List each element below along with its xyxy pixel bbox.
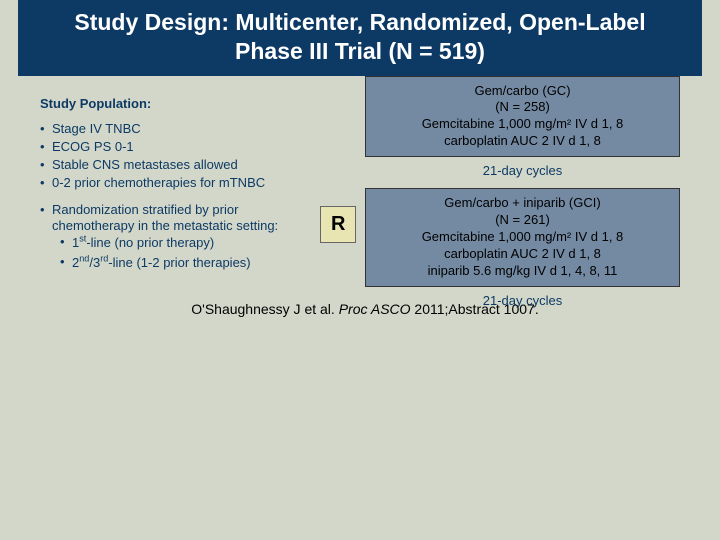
list-item: 1st-line (no prior therapy) (60, 234, 320, 252)
list-item: 2nd/3rd-line (1-2 prior therapies) (60, 254, 320, 272)
arm1-n: (N = 258) (370, 99, 675, 116)
list-item: 0-2 prior chemotherapies for mTNBC (40, 175, 320, 191)
arms-column: Gem/carbo (GC) (N = 258) Gemcitabine 1,0… (365, 76, 680, 318)
population-list: Stage IV TNBC ECOG PS 0-1 Stable CNS met… (40, 121, 320, 192)
strat-intro: Randomization stratified by prior chemot… (52, 202, 278, 233)
arm2-title: Gem/carbo + iniparib (GCI) (370, 195, 675, 212)
list-item: Randomization stratified by prior chemot… (40, 202, 320, 272)
list-item: Stable CNS metastases allowed (40, 157, 320, 173)
arm2-n: (N = 261) (370, 212, 675, 229)
content-area: Study Population: Stage IV TNBC ECOG PS … (0, 76, 720, 318)
citation-authors: O'Shaughnessy J et al. (191, 301, 338, 317)
arm1-title: Gem/carbo (GC) (370, 83, 675, 100)
arm1-drug1: Gemcitabine 1,000 mg/m² IV d 1, 8 (370, 116, 675, 133)
arm1-drug2: carboplatin AUC 2 IV d 1, 8 (370, 133, 675, 150)
arm1-cycles: 21-day cycles (365, 157, 680, 188)
strat-sublist: 1st-line (no prior therapy) 2nd/3rd-line… (52, 234, 320, 271)
population-heading: Study Population: (40, 96, 320, 111)
arm2-box: Gem/carbo + iniparib (GCI) (N = 261) Gem… (365, 188, 680, 286)
study-population-block: Study Population: Stage IV TNBC ECOG PS … (40, 96, 320, 274)
list-item: ECOG PS 0-1 (40, 139, 320, 155)
arm2-drug3: iniparib 5.6 mg/kg IV d 1, 4, 8, 11 (370, 263, 675, 280)
arm2-drug1: Gemcitabine 1,000 mg/m² IV d 1, 8 (370, 229, 675, 246)
arm1-box: Gem/carbo (GC) (N = 258) Gemcitabine 1,0… (365, 76, 680, 158)
arm2-cycles: 21-day cycles (365, 287, 680, 318)
randomize-node: R (320, 206, 356, 243)
list-item: Stage IV TNBC (40, 121, 320, 137)
slide-title: Study Design: Multicenter, Randomized, O… (18, 0, 702, 76)
arm2-drug2: carboplatin AUC 2 IV d 1, 8 (370, 246, 675, 263)
stratification-list: Randomization stratified by prior chemot… (40, 202, 320, 272)
